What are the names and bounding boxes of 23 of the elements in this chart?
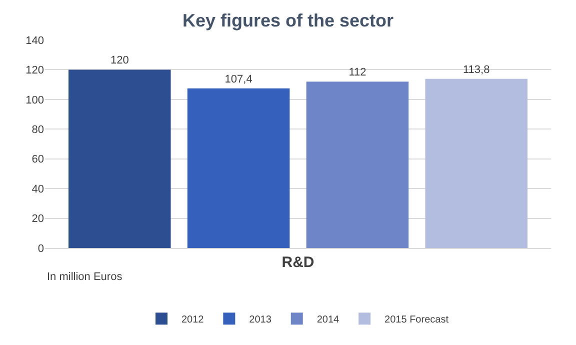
bar: [187, 88, 290, 248]
legend-label: 2015 Forecast: [384, 314, 449, 326]
y-tick-label: 80: [32, 124, 44, 136]
text: In million Euros: [47, 271, 123, 283]
data-label: 112: [348, 66, 366, 79]
data-label: 120: [110, 54, 129, 67]
y-tick-label: 40: [32, 183, 44, 196]
legend-label: 2012: [182, 314, 204, 326]
chart-title: Key figures of the sector: [182, 10, 394, 30]
data-label: 113,8: [463, 64, 490, 76]
data-label: 107,4: [224, 73, 252, 86]
y-tick-label: 20: [32, 213, 44, 226]
y-tick-label: 120: [26, 64, 44, 77]
y-tick-label: 60: [32, 154, 44, 166]
y-tick-label: 0: [38, 242, 44, 255]
bar: [68, 70, 171, 248]
legend-label: 2013: [249, 314, 272, 326]
bar: [306, 82, 409, 248]
x-tick-label: R&D: [282, 254, 314, 271]
bar: [425, 78, 528, 248]
legend-label: 2014: [316, 314, 340, 326]
y-tick-label: 140: [26, 34, 44, 47]
y-tick-label: 100: [26, 94, 44, 106]
